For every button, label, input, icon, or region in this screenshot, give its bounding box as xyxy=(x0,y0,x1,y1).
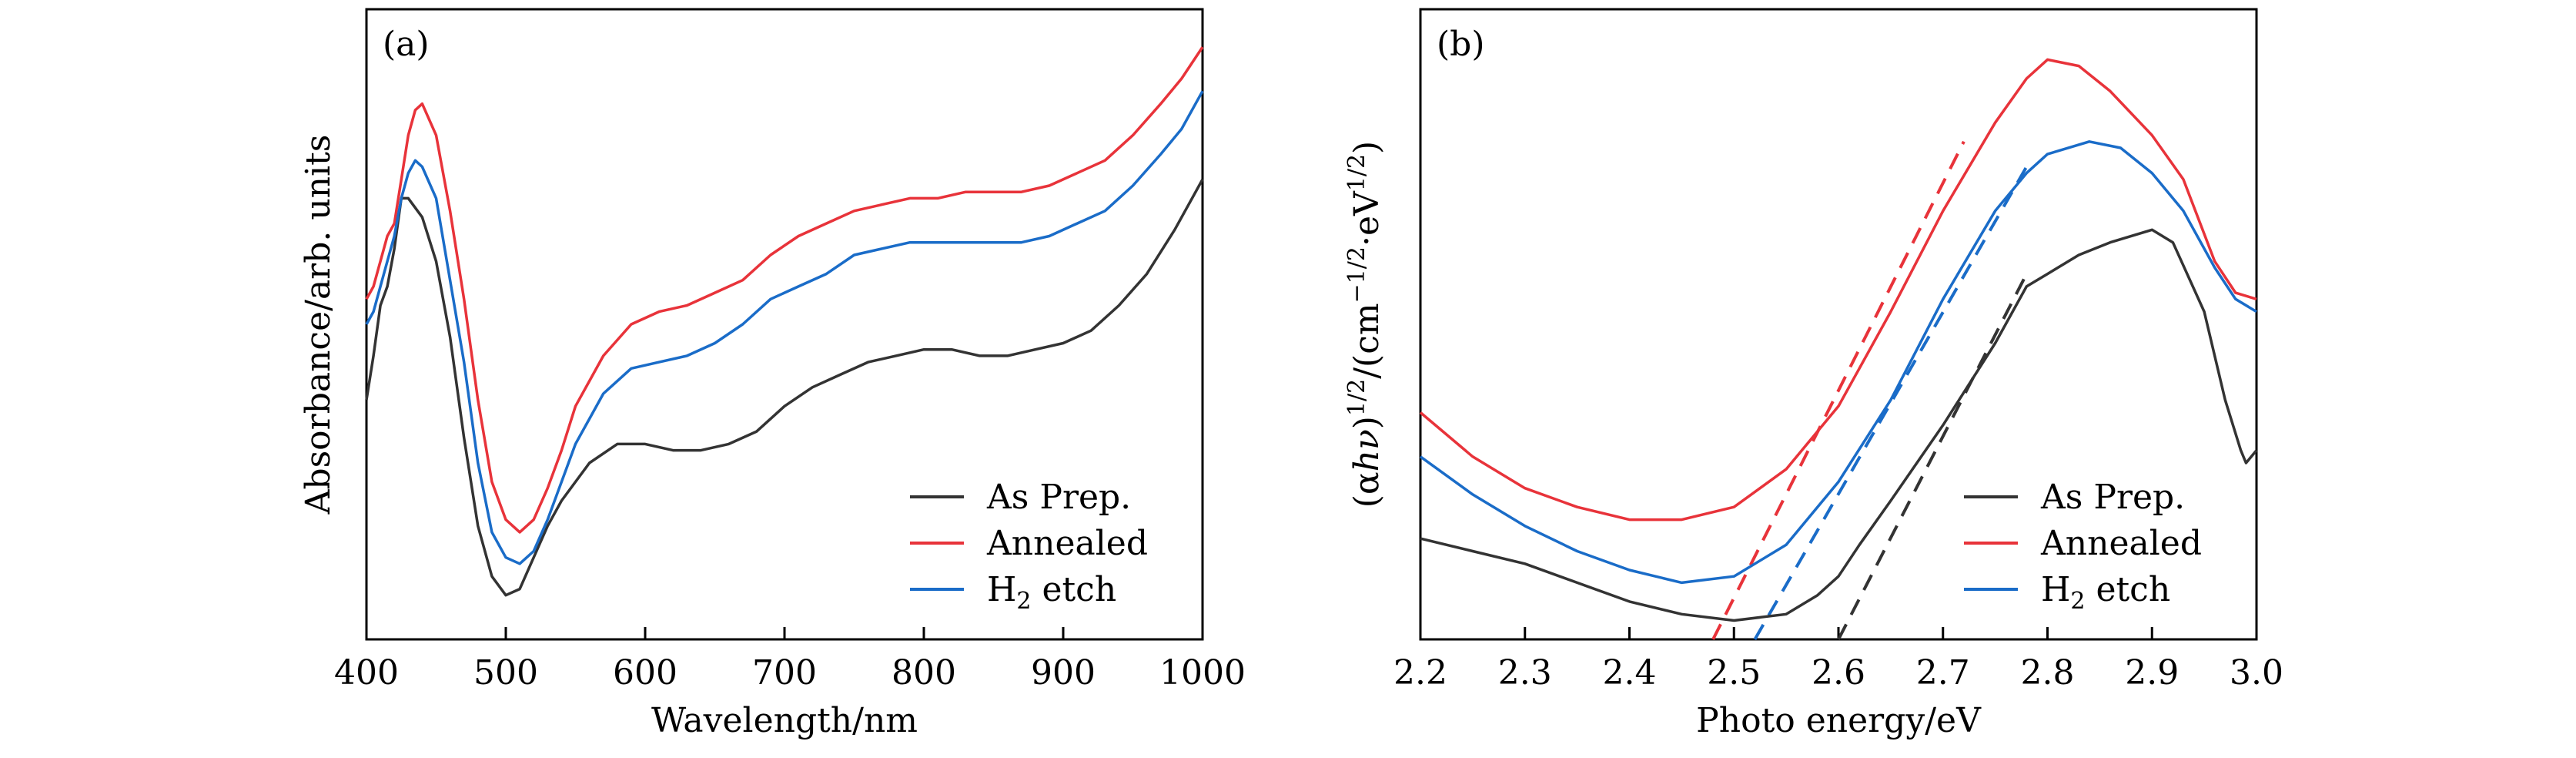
panel-a-x-tick-label: 900 xyxy=(1031,653,1096,693)
panel-a-x-tick-label: 400 xyxy=(334,653,399,693)
panel-b-legend: As Prep. Annealed H2 etch xyxy=(1964,478,2202,615)
panel-b-label: (b) xyxy=(1437,25,1485,64)
panel-b-series xyxy=(1419,58,2258,622)
panel-a-x-tick-label: 500 xyxy=(473,653,538,693)
panel-b-tangent-line xyxy=(1837,273,2029,640)
panel-a-legend-label: H2 etch xyxy=(987,570,1116,615)
panel-b-tangent-line xyxy=(1711,140,1965,640)
panel-a-series xyxy=(365,46,1204,597)
panel-a-legend-label: As Prep. xyxy=(986,478,1131,517)
panel-b-series-line xyxy=(1420,228,2258,622)
panel-a: 400 500 600 700 800 900 1000 (a) Wavelength/nm… xyxy=(299,8,1246,740)
panel-a-label: (a) xyxy=(383,25,430,64)
panel-b-x-tick-label: 3.0 xyxy=(2230,653,2283,693)
panel-b-x-tick-label: 2.2 xyxy=(1393,653,1447,693)
panel-b-legend-label: Annealed xyxy=(2040,524,2202,563)
panel-b-legend-label: As Prep. xyxy=(2040,478,2185,517)
panel-b-x-tick-label: 2.9 xyxy=(2125,653,2179,693)
panel-a-x-tick-label: 600 xyxy=(613,653,677,693)
panel-a-x-tick-label: 1000 xyxy=(1159,653,1246,693)
panel-b-legend-label: H2 etch xyxy=(2041,570,2170,615)
panel-a-x-tick-label: 700 xyxy=(752,653,817,693)
panel-b: 2.2 2.3 2.4 2.5 2.6 2.7 2.8 2.9 3.0 (b) Photo en… xyxy=(1343,8,2283,740)
panel-b-x-tick-label: 2.7 xyxy=(1916,653,1970,693)
panel-b-x-axis-label: Photo energy/eV xyxy=(1696,701,1982,740)
panel-a-x-tick-label: 800 xyxy=(892,653,956,693)
panel-a-legend-label: Annealed xyxy=(986,524,1148,563)
panel-b-x-tick-label: 2.6 xyxy=(1812,653,1865,693)
panel-a-x-ticks: 400 500 600 700 800 900 1000 xyxy=(334,627,1246,693)
panel-b-x-ticks: 2.2 2.3 2.4 2.5 2.6 2.7 2.8 2.9 3.0 xyxy=(1393,627,2283,693)
panel-a-series-line xyxy=(365,179,1204,597)
panel-b-y-axis-label: (αhν)1/2/(cm−1/2·eV1/2) xyxy=(1343,141,1387,508)
panel-b-x-tick-label: 2.3 xyxy=(1498,653,1552,693)
panel-b-x-tick-label: 2.5 xyxy=(1707,653,1761,693)
panel-a-series-line xyxy=(365,90,1204,565)
panel-b-series-line xyxy=(1419,140,2257,585)
panel-a-y-axis-label: Absorbance/arb. units xyxy=(299,135,338,515)
panel-b-tangent-lines xyxy=(1711,140,2029,640)
panel-b-series-line xyxy=(1419,58,2257,522)
panel-b-x-tick-label: 2.4 xyxy=(1603,653,1657,693)
panel-a-x-axis-label: Wavelength/nm xyxy=(651,701,918,740)
panel-b-tangent-line xyxy=(1753,166,2029,640)
panel-a-legend: As Prep. Annealed H2 etch xyxy=(910,478,1148,615)
panel-b-x-tick-label: 2.8 xyxy=(2021,653,2075,693)
panel-a-series-line xyxy=(365,46,1204,534)
